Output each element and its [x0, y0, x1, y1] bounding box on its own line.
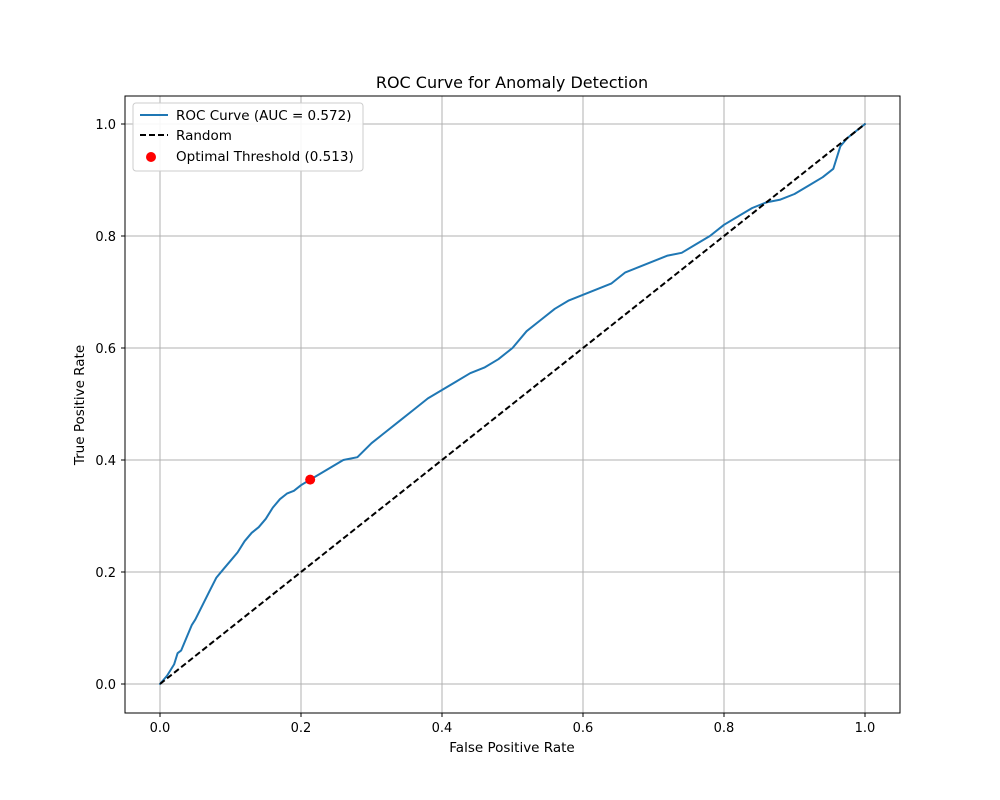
chart-title: ROC Curve for Anomaly Detection [376, 73, 648, 92]
y-tick-label: 0.0 [95, 678, 116, 693]
y-tick-label: 0.4 [95, 454, 116, 469]
random-baseline-line [159, 123, 866, 685]
legend-random-label: Random [176, 128, 232, 144]
x-tick-label: 0.8 [714, 721, 735, 736]
y-axis-label: True Positive Rate [72, 345, 88, 466]
roc-curve-line [159, 123, 866, 685]
x-axis-label: False Positive Rate [449, 740, 574, 756]
x-tick-label: 1.0 [855, 721, 876, 736]
y-tick-label: 0.6 [95, 342, 116, 357]
x-tick-label: 0.2 [291, 721, 312, 736]
x-tick-label: 0.4 [432, 721, 453, 736]
x-tick-label: 0.6 [573, 721, 594, 736]
series-layer [159, 123, 866, 685]
plot-frame [124, 95, 901, 714]
y-axis-ticks: 0.0 0.2 0.4 0.6 0.8 1.0 [95, 118, 125, 693]
legend-threshold-swatch [146, 152, 156, 162]
legend: ROC Curve (AUC = 0.572) Random Optimal T… [132, 102, 364, 172]
x-axis-ticks: 0.0 0.2 0.4 0.6 0.8 1.0 [150, 713, 876, 736]
legend-threshold-label: Optimal Threshold (0.513) [176, 149, 354, 165]
legend-roc-label: ROC Curve (AUC = 0.572) [176, 108, 351, 124]
y-tick-label: 0.8 [95, 230, 116, 245]
x-tick-label: 0.0 [150, 721, 171, 736]
legend-box [132, 102, 364, 172]
optimal-threshold-point [305, 474, 316, 485]
y-tick-label: 1.0 [95, 118, 116, 133]
y-tick-label: 0.2 [95, 566, 116, 581]
